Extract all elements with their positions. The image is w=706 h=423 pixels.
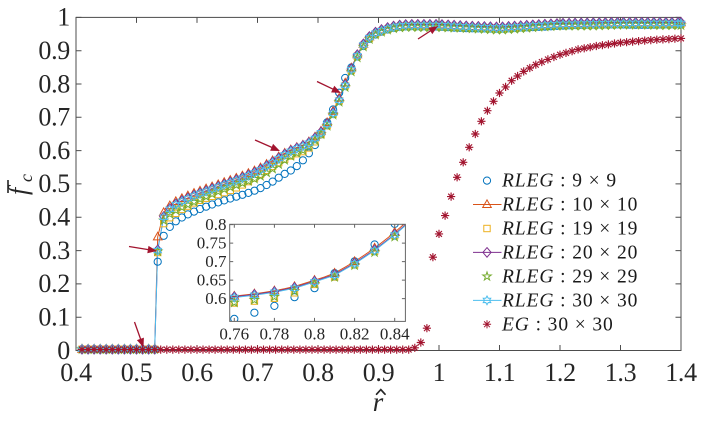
svg-text:1.3: 1.3 xyxy=(605,358,637,387)
svg-text:1: 1 xyxy=(57,3,70,32)
svg-text:0.78: 0.78 xyxy=(260,325,290,344)
svg-text:0.6: 0.6 xyxy=(181,358,213,387)
svg-text:0.84: 0.84 xyxy=(380,325,410,344)
svg-text:0: 0 xyxy=(57,336,70,365)
svg-text:0.5: 0.5 xyxy=(121,358,153,387)
svg-text:0.8: 0.8 xyxy=(38,69,70,98)
svg-text:0.9: 0.9 xyxy=(38,36,70,65)
svg-text:1: 1 xyxy=(433,358,446,387)
svg-text:RLEG : 30 × 30: RLEG : 30 × 30 xyxy=(501,290,638,311)
svg-text:0.8: 0.8 xyxy=(304,325,325,344)
svg-text:RLEG : 20 × 20: RLEG : 20 × 20 xyxy=(501,242,638,263)
svg-text:f: f xyxy=(4,184,33,195)
svg-text:0.9: 0.9 xyxy=(363,358,395,387)
svg-text:0.3: 0.3 xyxy=(38,236,70,265)
svg-text:0.75: 0.75 xyxy=(197,234,227,253)
svg-text:RLEG : 29 × 29: RLEG : 29 × 29 xyxy=(501,266,638,287)
svg-text:EG : 30 × 30: EG : 30 × 30 xyxy=(501,314,614,335)
svg-text:0.2: 0.2 xyxy=(38,269,70,298)
svg-text:1.1: 1.1 xyxy=(484,358,516,387)
svg-text:0.7: 0.7 xyxy=(38,103,70,132)
svg-text:0.6: 0.6 xyxy=(205,289,226,308)
svg-text:1.4: 1.4 xyxy=(665,358,697,387)
svg-text:0.6: 0.6 xyxy=(38,136,70,165)
svg-text:0.76: 0.76 xyxy=(219,325,249,344)
svg-text:0.7: 0.7 xyxy=(242,358,274,387)
svg-text:RLEG : 9 × 9: RLEG : 9 × 9 xyxy=(501,171,617,192)
svg-text:0.4: 0.4 xyxy=(60,358,92,387)
svg-text:0.8: 0.8 xyxy=(205,215,226,234)
svg-text:0.7: 0.7 xyxy=(205,252,227,271)
svg-text:0.82: 0.82 xyxy=(340,325,370,344)
svg-text:0.1: 0.1 xyxy=(38,303,70,332)
svg-text:0.5: 0.5 xyxy=(38,169,70,198)
svg-text:0.65: 0.65 xyxy=(197,271,227,290)
svg-text:r: r xyxy=(373,387,384,417)
svg-text:0.4: 0.4 xyxy=(38,203,70,232)
svg-text:c: c xyxy=(16,174,36,182)
svg-text:RLEG : 19 × 19: RLEG : 19 × 19 xyxy=(501,219,638,240)
svg-text:1.2: 1.2 xyxy=(544,358,576,387)
svg-text:0.8: 0.8 xyxy=(302,358,334,387)
svg-text:RLEG : 10 × 10: RLEG : 10 × 10 xyxy=(501,195,638,216)
